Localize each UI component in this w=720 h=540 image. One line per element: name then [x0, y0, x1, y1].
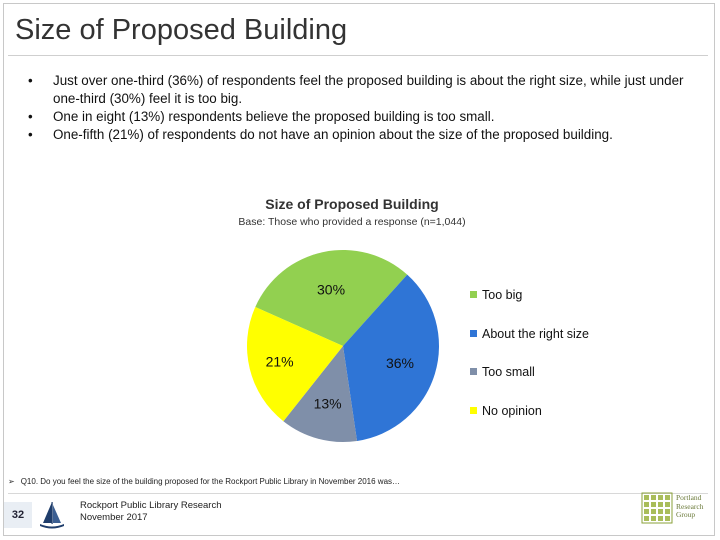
legend-item: Too big	[470, 288, 522, 302]
bullet-text: One-fifth (21%) of respondents do not ha…	[53, 127, 613, 142]
organization-name: Rockport Public Library Research	[80, 500, 222, 511]
pie-data-label: 36%	[386, 355, 414, 371]
slide-frame	[3, 3, 715, 536]
legend-swatch	[470, 291, 477, 299]
bullet-dot-icon: •	[28, 109, 33, 124]
brand-line: Research	[676, 501, 704, 511]
brand-line: Portland	[676, 493, 702, 502]
bullet-dot-icon: •	[28, 127, 33, 142]
legend-label: About the right size	[482, 326, 590, 341]
arrow-bullet-icon: ➢	[8, 477, 15, 486]
bullet-text: Just over one-third (36%) of respondents…	[53, 73, 684, 106]
footer-divider	[8, 493, 708, 494]
page-title: Size of Proposed Building	[15, 14, 348, 46]
pie-data-label: 30%	[317, 282, 345, 298]
question-text: Q10. Do you feel the size of the buildin…	[20, 477, 401, 486]
legend-swatch	[470, 329, 477, 337]
pie-slice-too-big	[255, 250, 408, 346]
report-date: November 2017	[80, 512, 148, 523]
brand-name: Portland Research Group	[676, 493, 704, 520]
summary-bullets: • Just over one-third (36%) of respondent…	[28, 72, 688, 144]
bullet-item: • One-fifth (21%) of respondents do not h…	[28, 126, 688, 144]
page-number: 32	[4, 502, 32, 528]
legend-label: Too big	[482, 288, 523, 302]
chart-title: Size of Proposed Building	[265, 196, 439, 212]
legend-label: No opinion	[482, 403, 542, 418]
title-divider	[8, 55, 708, 56]
library-logo-icon	[36, 499, 68, 531]
legend-swatch	[470, 406, 477, 414]
bullet-dot-icon: •	[28, 73, 33, 88]
legend-item: Too small	[470, 365, 535, 379]
legend-item: About the right size	[470, 327, 589, 341]
pie-data-label: 13%	[314, 395, 342, 411]
legend-swatch	[470, 368, 477, 376]
bullet-item: • One in eight (13%) respondents believe …	[28, 108, 688, 126]
bullet-text: One in eight (13%) respondents believe t…	[53, 109, 495, 124]
pie-slice-about-the-right-size	[343, 274, 439, 441]
question-footnote: ➢ Q10. Do you feel the size of the buildi…	[8, 477, 400, 486]
pie-slice-too-small	[283, 346, 358, 442]
pie-slice-no-opinion	[246, 306, 343, 422]
organization-info: Rockport Public Library Research Novembe…	[80, 500, 222, 524]
legend-item: No opinion	[470, 404, 542, 418]
brand-line: Group	[676, 510, 696, 519]
portland-research-group-logo-icon	[641, 492, 673, 524]
legend-label: Too small	[482, 365, 535, 379]
pie-data-label: 21%	[266, 354, 294, 370]
bullet-item: • Just over one-third (36%) of respondent…	[28, 72, 688, 108]
chart-subtitle: Base: Those who provided a response (n=1…	[238, 216, 466, 228]
